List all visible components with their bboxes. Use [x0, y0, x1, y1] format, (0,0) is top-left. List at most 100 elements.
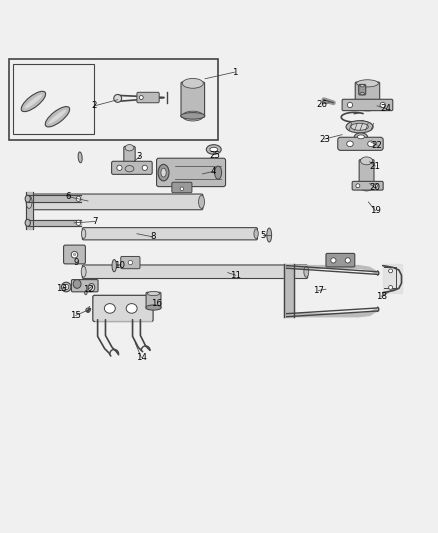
Ellipse shape	[76, 196, 81, 201]
Ellipse shape	[347, 102, 353, 108]
Text: 26: 26	[317, 100, 328, 109]
Ellipse shape	[104, 304, 115, 313]
Ellipse shape	[126, 304, 137, 313]
Ellipse shape	[373, 184, 377, 188]
Ellipse shape	[142, 165, 148, 171]
Ellipse shape	[357, 135, 364, 139]
Ellipse shape	[76, 220, 81, 225]
Text: 22: 22	[371, 141, 382, 150]
Ellipse shape	[182, 111, 203, 121]
Ellipse shape	[21, 91, 46, 111]
FancyBboxPatch shape	[355, 82, 380, 109]
Ellipse shape	[49, 110, 67, 124]
Ellipse shape	[354, 133, 367, 141]
Ellipse shape	[380, 102, 385, 108]
Text: 7: 7	[92, 217, 97, 226]
Ellipse shape	[73, 280, 81, 288]
Text: 3: 3	[137, 152, 142, 161]
FancyBboxPatch shape	[28, 194, 203, 210]
Polygon shape	[28, 220, 81, 227]
Text: 13: 13	[57, 284, 67, 293]
Text: 24: 24	[380, 104, 391, 113]
Bar	[13, 64, 94, 134]
Text: 18: 18	[376, 292, 387, 301]
Ellipse shape	[389, 286, 392, 289]
Bar	[9, 59, 218, 140]
Text: 16: 16	[152, 299, 162, 308]
Ellipse shape	[360, 183, 373, 191]
Ellipse shape	[128, 261, 133, 265]
Ellipse shape	[304, 266, 309, 277]
FancyBboxPatch shape	[172, 182, 192, 193]
Ellipse shape	[389, 269, 392, 273]
FancyBboxPatch shape	[342, 99, 393, 111]
Ellipse shape	[86, 308, 90, 312]
Polygon shape	[284, 264, 294, 317]
Ellipse shape	[146, 305, 161, 310]
Ellipse shape	[158, 164, 169, 181]
Ellipse shape	[148, 292, 159, 296]
Polygon shape	[26, 192, 33, 229]
FancyBboxPatch shape	[359, 159, 374, 188]
Ellipse shape	[357, 104, 378, 111]
Ellipse shape	[45, 107, 70, 127]
Text: 21: 21	[370, 161, 381, 171]
Ellipse shape	[161, 168, 166, 177]
Ellipse shape	[367, 141, 374, 147]
Ellipse shape	[117, 165, 122, 171]
Ellipse shape	[81, 229, 86, 239]
Ellipse shape	[125, 166, 134, 172]
Ellipse shape	[206, 144, 221, 154]
FancyBboxPatch shape	[181, 82, 205, 117]
Ellipse shape	[351, 123, 368, 130]
Polygon shape	[28, 195, 81, 202]
Text: 20: 20	[370, 183, 381, 192]
Ellipse shape	[346, 120, 373, 133]
FancyBboxPatch shape	[359, 84, 366, 95]
Ellipse shape	[331, 258, 336, 263]
Ellipse shape	[215, 166, 222, 179]
Ellipse shape	[360, 85, 364, 87]
Ellipse shape	[25, 94, 42, 109]
Ellipse shape	[125, 144, 134, 151]
Ellipse shape	[81, 266, 86, 277]
Ellipse shape	[360, 157, 373, 165]
Text: 19: 19	[370, 206, 381, 215]
Text: 11: 11	[230, 271, 241, 280]
Ellipse shape	[356, 184, 360, 188]
Text: 1: 1	[232, 68, 237, 77]
Ellipse shape	[180, 187, 184, 190]
Ellipse shape	[345, 258, 350, 263]
FancyBboxPatch shape	[137, 92, 159, 103]
Ellipse shape	[148, 305, 159, 310]
Text: e: e	[73, 252, 76, 257]
Text: 12: 12	[82, 285, 94, 294]
FancyBboxPatch shape	[146, 292, 161, 309]
Text: 17: 17	[313, 286, 324, 295]
Ellipse shape	[139, 95, 143, 100]
Text: 8: 8	[150, 232, 155, 241]
Polygon shape	[287, 308, 377, 317]
Ellipse shape	[360, 92, 364, 95]
Text: 2: 2	[92, 101, 97, 110]
Ellipse shape	[198, 195, 205, 208]
Text: 25: 25	[209, 151, 220, 160]
Text: 9: 9	[73, 257, 78, 266]
Ellipse shape	[357, 80, 378, 87]
Ellipse shape	[64, 285, 69, 289]
Ellipse shape	[25, 220, 30, 227]
Ellipse shape	[26, 195, 32, 208]
FancyBboxPatch shape	[124, 147, 135, 170]
FancyBboxPatch shape	[121, 256, 140, 269]
Ellipse shape	[347, 141, 353, 147]
Text: 15: 15	[70, 311, 81, 320]
Ellipse shape	[182, 78, 203, 88]
FancyBboxPatch shape	[82, 228, 258, 240]
Polygon shape	[95, 297, 151, 321]
Ellipse shape	[181, 112, 205, 119]
Text: 6: 6	[66, 192, 71, 201]
FancyBboxPatch shape	[352, 181, 383, 190]
FancyBboxPatch shape	[82, 265, 307, 279]
FancyBboxPatch shape	[338, 138, 383, 150]
Text: 5: 5	[260, 231, 265, 239]
